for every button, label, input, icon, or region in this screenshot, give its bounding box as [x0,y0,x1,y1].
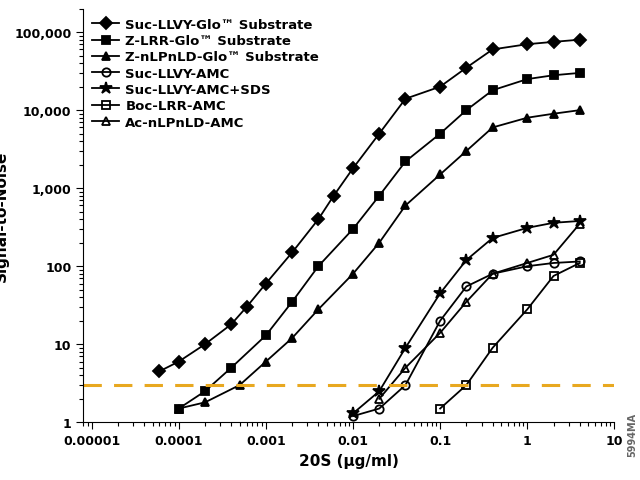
Z-LRR-Glo™ Substrate [349,227,357,232]
Boc-LRR-AMC [436,406,444,411]
Suc-LLVY-Glo™ Substrate [349,166,357,172]
Suc-LLVY-Glo™ Substrate [288,250,296,256]
Ac-nLPnLD-AMC [550,252,557,258]
Ac-nLPnLD-AMC [524,261,531,266]
Suc-LLVY-Glo™ Substrate [576,38,584,44]
Z-nLPnLD-Glo™ Substrate [402,203,410,209]
Suc-LLVY-AMC+SDS [376,388,383,394]
Suc-LLVY-Glo™ Substrate [463,66,470,72]
Z-LRR-Glo™ Substrate [262,333,269,338]
Suc-LLVY-Glo™ Substrate [524,42,531,48]
Suc-LLVY-AMC [402,383,410,388]
Suc-LLVY-Glo™ Substrate [330,193,337,199]
Ac-nLPnLD-AMC [489,271,497,277]
Suc-LLVY-AMC+SDS [489,236,497,241]
Suc-LLVY-Glo™ Substrate [227,322,235,327]
Z-LRR-Glo™ Substrate [463,108,470,114]
Z-nLPnLD-Glo™ Substrate [262,359,269,365]
Boc-LRR-AMC [550,274,557,279]
Suc-LLVY-AMC+SDS [349,411,357,417]
Z-LRR-Glo™ Substrate [175,406,182,411]
Z-nLPnLD-Glo™ Substrate [349,271,357,277]
Suc-LLVY-AMC [376,406,383,411]
Boc-LRR-AMC [576,261,584,266]
Suc-LLVY-Glo™ Substrate [314,217,322,223]
Suc-LLVY-AMC [463,284,470,290]
Y-axis label: Signal-to-Noise: Signal-to-Noise [0,150,8,282]
Text: 5994MA: 5994MA [627,412,637,456]
Line: Z-LRR-Glo™ Substrate: Z-LRR-Glo™ Substrate [175,70,584,413]
Z-LRR-Glo™ Substrate [576,71,584,77]
Z-nLPnLD-Glo™ Substrate [524,116,531,121]
Boc-LRR-AMC [489,345,497,351]
Line: Z-nLPnLD-Glo™ Substrate: Z-nLPnLD-Glo™ Substrate [175,107,584,413]
Line: Suc-LLVY-Glo™ Substrate: Suc-LLVY-Glo™ Substrate [156,36,584,376]
Z-LRR-Glo™ Substrate [376,193,383,199]
Suc-LLVY-AMC+SDS [463,258,470,264]
Ac-nLPnLD-AMC [463,300,470,305]
Line: Suc-LLVY-AMC: Suc-LLVY-AMC [349,258,584,420]
Suc-LLVY-AMC+SDS [550,220,557,226]
Z-nLPnLD-Glo™ Substrate [576,108,584,114]
Z-LRR-Glo™ Substrate [402,159,410,165]
Z-LRR-Glo™ Substrate [524,77,531,83]
Suc-LLVY-Glo™ Substrate [550,40,557,46]
Suc-LLVY-AMC [576,259,584,265]
Z-nLPnLD-Glo™ Substrate [463,149,470,155]
Boc-LRR-AMC [524,307,531,312]
Suc-LLVY-AMC [489,271,497,277]
Ac-nLPnLD-AMC [402,365,410,371]
Suc-LLVY-Glo™ Substrate [201,342,209,348]
Suc-LLVY-AMC [524,264,531,270]
Z-nLPnLD-Glo™ Substrate [436,172,444,178]
Z-nLPnLD-Glo™ Substrate [201,400,209,406]
Z-LRR-Glo™ Substrate [550,73,557,79]
Ac-nLPnLD-AMC [576,221,584,227]
Suc-LLVY-Glo™ Substrate [243,304,250,310]
Line: Boc-LRR-AMC: Boc-LRR-AMC [436,259,584,413]
Line: Ac-nLPnLD-AMC: Ac-nLPnLD-AMC [375,220,584,403]
Boc-LRR-AMC [463,383,470,388]
X-axis label: 20S (µg/ml): 20S (µg/ml) [299,453,399,468]
Z-nLPnLD-Glo™ Substrate [314,307,322,312]
Suc-LLVY-Glo™ Substrate [156,369,163,374]
Z-nLPnLD-Glo™ Substrate [288,336,296,341]
Z-nLPnLD-Glo™ Substrate [175,406,182,411]
Ac-nLPnLD-AMC [376,396,383,402]
Z-LRR-Glo™ Substrate [489,88,497,94]
Line: Suc-LLVY-AMC+SDS: Suc-LLVY-AMC+SDS [347,215,586,420]
Legend: Suc-LLVY-Glo™ Substrate, Z-LRR-Glo™ Substrate, Z-nLPnLD-Glo™ Substrate, Suc-LLVY: Suc-LLVY-Glo™ Substrate, Z-LRR-Glo™ Subs… [90,16,322,132]
Suc-LLVY-Glo™ Substrate [402,96,410,102]
Suc-LLVY-AMC+SDS [576,218,584,224]
Suc-LLVY-AMC [550,261,557,266]
Z-LRR-Glo™ Substrate [314,264,322,270]
Z-nLPnLD-Glo™ Substrate [550,111,557,117]
Z-nLPnLD-Glo™ Substrate [376,240,383,246]
Z-LRR-Glo™ Substrate [436,132,444,137]
Z-LRR-Glo™ Substrate [201,388,209,394]
Suc-LLVY-AMC+SDS [402,345,410,351]
Z-LRR-Glo™ Substrate [288,300,296,305]
Suc-LLVY-Glo™ Substrate [175,359,182,365]
Suc-LLVY-AMC [436,318,444,324]
Suc-LLVY-Glo™ Substrate [489,48,497,53]
Suc-LLVY-Glo™ Substrate [376,132,383,137]
Suc-LLVY-AMC+SDS [524,226,531,231]
Suc-LLVY-Glo™ Substrate [436,84,444,90]
Ac-nLPnLD-AMC [436,330,444,336]
Z-nLPnLD-Glo™ Substrate [489,125,497,131]
Z-nLPnLD-Glo™ Substrate [236,383,243,388]
Z-LRR-Glo™ Substrate [227,365,235,371]
Suc-LLVY-AMC [349,413,357,419]
Suc-LLVY-AMC+SDS [436,291,444,297]
Suc-LLVY-Glo™ Substrate [262,281,269,287]
